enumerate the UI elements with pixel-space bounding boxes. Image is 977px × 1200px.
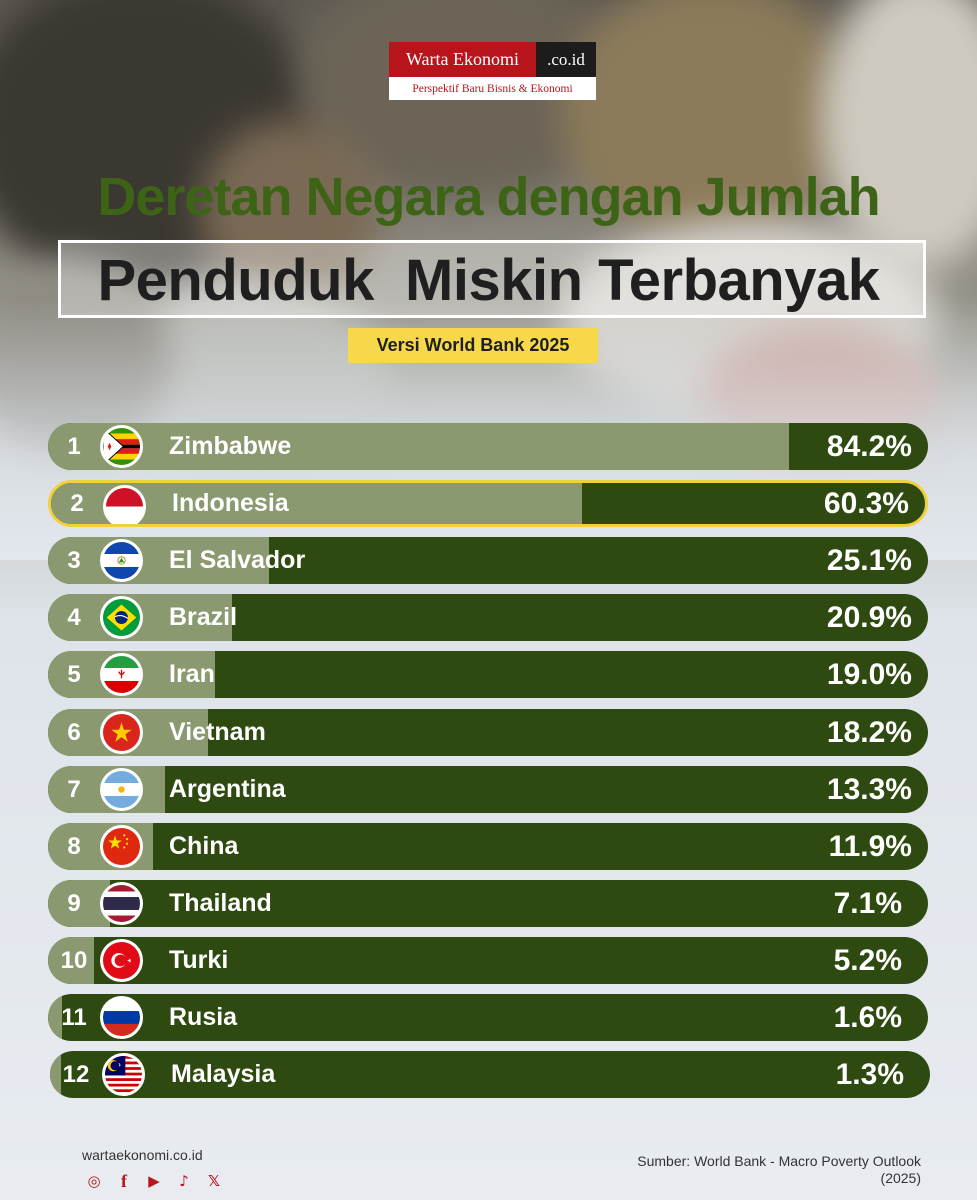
- value-label: 18.2%: [826, 715, 912, 749]
- country-label: Indonesia: [172, 489, 289, 517]
- rank-number: 10: [60, 946, 88, 974]
- value-label: 20.9%: [826, 600, 912, 634]
- country-label: Vietnam: [169, 718, 266, 746]
- brazil-flag: [100, 596, 143, 639]
- value-label: 25.1%: [826, 543, 912, 577]
- value-label: 1.3%: [835, 1057, 904, 1091]
- value-label: 11.9%: [828, 829, 912, 863]
- bar-row-zimbabwe: 1 Zimbabwe 84.2%: [48, 423, 928, 470]
- youtube-icon[interactable]: ▶: [148, 1172, 160, 1190]
- bar-fill: [48, 937, 94, 984]
- rank-number: 1: [67, 432, 81, 460]
- title-line-2: Penduduk Miskin Terbanyak: [97, 248, 880, 313]
- bar-row-turki: 10 Turki 5.2%: [48, 937, 928, 984]
- rank-number: 2: [70, 489, 84, 517]
- iran-flag: [100, 653, 143, 696]
- bar-row-iran: 5 Iran 19.0%: [48, 651, 928, 698]
- indonesia-flag: [103, 485, 146, 524]
- logo-brand: Warta Ekonomi: [389, 42, 536, 77]
- bar-row-thailand: 9 Thailand 7.1%: [48, 880, 928, 927]
- country-label: Iran: [169, 660, 215, 688]
- argentina-flag: [100, 768, 143, 811]
- country-label: Zimbabwe: [169, 432, 292, 460]
- value-label: 13.3%: [826, 772, 912, 806]
- rank-number: 5: [67, 660, 81, 688]
- warta-ekonomi-logo: Warta Ekonomi .co.id Perspektif Baru Bis…: [389, 42, 596, 100]
- value-label: 60.3%: [823, 486, 909, 520]
- china-flag: [100, 825, 143, 868]
- rank-number: 9: [67, 889, 81, 917]
- bar-row-rusia: 11 Rusia 1.6%: [48, 994, 928, 1041]
- vietnam-flag: [100, 711, 143, 754]
- x-icon[interactable]: 𝕏: [207, 1172, 221, 1190]
- country-label: Argentina: [169, 775, 286, 803]
- bar-fill: [48, 537, 269, 584]
- tiktok-icon[interactable]: ♪: [179, 1172, 189, 1190]
- rank-number: 4: [67, 603, 81, 631]
- value-label: 19.0%: [826, 657, 912, 691]
- title-line-1: Deretan Negara dengan Jumlah: [97, 167, 880, 227]
- instagram-icon[interactable]: ◎: [87, 1172, 101, 1190]
- logo-domain: .co.id: [536, 42, 596, 77]
- subtitle-badge: Versi World Bank 2025: [348, 328, 598, 363]
- malaysia-flag: [102, 1053, 145, 1096]
- bar-fill: [48, 423, 789, 470]
- bar-fill: [50, 1051, 62, 1098]
- bar-row-brazil: 4 Brazil 20.9%: [48, 594, 928, 641]
- country-label: Rusia: [169, 1003, 238, 1031]
- rank-number: 8: [67, 832, 81, 860]
- bar-row-indonesia: 2 Indonesia 60.3%: [48, 480, 928, 527]
- country-label: Turki: [169, 946, 229, 974]
- value-label: 5.2%: [833, 943, 902, 977]
- social-icons: ◎ f ▶ ♪ 𝕏: [84, 1171, 224, 1191]
- logo-tagline: Perspektif Baru Bisnis & Ekonomi: [389, 77, 596, 100]
- value-label: 1.6%: [833, 1000, 902, 1034]
- zimbabwe-flag: [100, 425, 143, 468]
- country-label: El Salvador: [169, 546, 306, 574]
- country-label: Brazil: [169, 603, 238, 631]
- value-label: 7.1%: [833, 886, 902, 920]
- rank-number: 6: [67, 718, 81, 746]
- country-label: Thailand: [169, 889, 272, 917]
- bar-row-malaysia: 12 Malaysia 1.3%: [50, 1051, 930, 1098]
- rank-number: 7: [67, 775, 81, 803]
- title-box: [58, 240, 926, 318]
- bar-row-vietnam: 6 Vietnam 18.2%: [48, 709, 928, 756]
- rank-number: 3: [67, 546, 81, 574]
- turkey-flag: [100, 939, 143, 982]
- facebook-icon[interactable]: f: [121, 1170, 127, 1191]
- rank-number: 11: [61, 1003, 87, 1031]
- bar-row-argentina: 7 Argentina 13.3%: [48, 766, 928, 813]
- thailand-flag: [100, 882, 143, 925]
- country-label: China: [169, 832, 239, 860]
- el-salvador-flag: [100, 539, 143, 582]
- footer-website: wartaekonomi.co.id: [82, 1147, 203, 1163]
- bar-fill: [48, 994, 63, 1041]
- value-label: 84.2%: [826, 429, 912, 463]
- bar-row-china: 8 China 11.9%: [48, 823, 928, 870]
- russia-flag: [100, 996, 143, 1039]
- country-label: Malaysia: [171, 1060, 276, 1088]
- bar-row-el-salvador: 3 El Salvador 25.1%: [48, 537, 928, 584]
- source-note: Sumber: World Bank - Macro Poverty Outlo…: [637, 1153, 921, 1186]
- rank-number: 12: [62, 1060, 90, 1088]
